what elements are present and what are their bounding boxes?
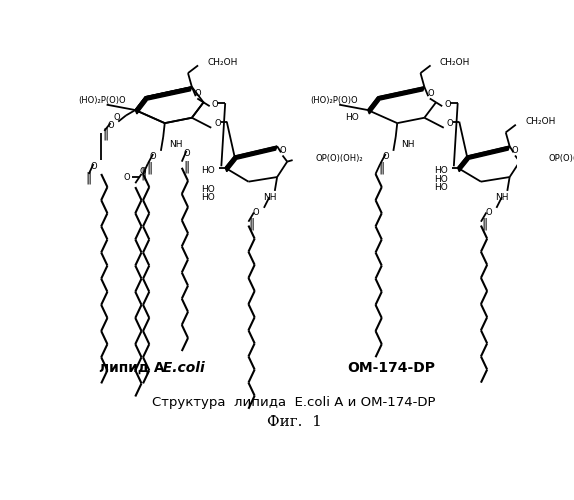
- Text: HO: HO: [201, 185, 215, 194]
- Text: O: O: [427, 88, 434, 98]
- Text: O: O: [447, 118, 453, 128]
- Text: HO: HO: [434, 175, 448, 184]
- Text: O: O: [139, 167, 146, 176]
- Text: E.coli: E.coli: [153, 361, 205, 375]
- Text: NH: NH: [401, 140, 414, 149]
- Text: NH: NH: [263, 192, 276, 202]
- Polygon shape: [377, 87, 424, 101]
- Text: ‖: ‖: [249, 217, 255, 230]
- Text: HO: HO: [434, 166, 448, 174]
- Text: HO: HO: [201, 192, 215, 202]
- Text: ‖: ‖: [140, 168, 146, 181]
- Polygon shape: [233, 146, 277, 160]
- Text: HO: HO: [201, 166, 215, 174]
- Text: O: O: [107, 121, 114, 130]
- Text: O: O: [90, 162, 97, 171]
- Text: ‖: ‖: [379, 162, 385, 174]
- Text: O: O: [486, 208, 492, 217]
- Text: CH₂OH: CH₂OH: [525, 117, 556, 126]
- Text: (HO)₂P(O)O: (HO)₂P(O)O: [311, 96, 358, 104]
- Text: O: O: [512, 146, 518, 156]
- Text: O: O: [123, 172, 130, 182]
- Text: ‖: ‖: [183, 160, 189, 173]
- Text: CH₂OH: CH₂OH: [207, 58, 238, 67]
- Text: OP(O)(OH)₂: OP(O)(OH)₂: [316, 154, 363, 163]
- Polygon shape: [368, 97, 379, 114]
- Text: O: O: [214, 118, 221, 128]
- Text: O: O: [444, 100, 451, 109]
- Text: CH₂OH: CH₂OH: [440, 58, 470, 67]
- Text: OP(O)(OH)₂: OP(O)(OH)₂: [548, 154, 574, 163]
- Text: O: O: [183, 150, 190, 158]
- Text: ‖: ‖: [146, 162, 152, 174]
- Text: O: O: [212, 100, 219, 109]
- Text: NH: NH: [169, 140, 182, 149]
- Text: ‖: ‖: [481, 217, 487, 230]
- Polygon shape: [457, 156, 468, 172]
- Text: O: O: [279, 146, 286, 156]
- Text: ОМ-174-DP: ОМ-174-DP: [347, 361, 435, 375]
- Polygon shape: [225, 156, 236, 172]
- Text: O: O: [195, 88, 201, 98]
- Text: (HO)₂P(O)O: (HO)₂P(O)O: [78, 96, 126, 104]
- Polygon shape: [144, 87, 192, 101]
- Text: O: O: [253, 208, 259, 217]
- Text: ‖: ‖: [86, 172, 92, 184]
- Text: HO: HO: [434, 182, 448, 192]
- Text: Фиг.  1: Фиг. 1: [267, 415, 321, 429]
- Polygon shape: [466, 146, 510, 160]
- Text: липид А: липид А: [99, 361, 165, 375]
- Text: O: O: [114, 114, 121, 122]
- Text: ‖: ‖: [102, 128, 108, 141]
- Polygon shape: [135, 97, 147, 114]
- Text: Структура  липида  E.coli A и ОМ-174-DP: Структура липида E.coli A и ОМ-174-DP: [153, 396, 436, 409]
- Text: O: O: [150, 152, 157, 161]
- Text: O: O: [382, 152, 389, 161]
- Text: NH: NH: [495, 192, 509, 202]
- Text: HO: HO: [345, 114, 359, 122]
